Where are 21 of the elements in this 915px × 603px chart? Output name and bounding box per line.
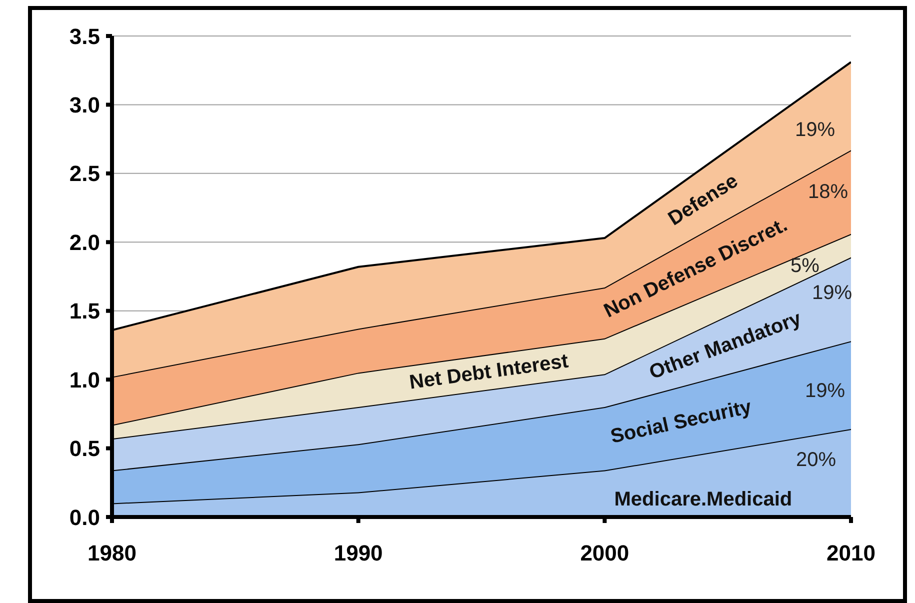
y-tick-label: 0.5 <box>69 436 100 462</box>
annotation: 19% <box>804 380 846 402</box>
annotation: 5% <box>790 255 820 277</box>
x-tick-label: 2000 <box>580 540 630 566</box>
annotation: 19% <box>794 119 836 141</box>
annotation: 19% <box>812 282 852 304</box>
y-tick-label: 1.0 <box>69 367 100 392</box>
y-tick-label: 2.0 <box>69 230 100 255</box>
x-tick-label: 2010 <box>826 540 876 566</box>
y-tick-label: 0.0 <box>69 504 100 530</box>
y-tick-label: 1.5 <box>69 298 100 324</box>
y-tick-label: 3.0 <box>69 92 100 118</box>
y-tick-label: 2.5 <box>69 161 100 186</box>
series-label: Net Debt Interest <box>408 350 570 394</box>
x-tick-label: 1980 <box>88 540 136 566</box>
series-label: Social Security <box>608 396 754 448</box>
x-tick-label: 1990 <box>334 540 383 566</box>
y-tick-label: 3.5 <box>69 24 100 49</box>
annotation: 20% <box>796 449 836 471</box>
series-label: Medicare.Medicaid <box>614 488 792 510</box>
annotation: 18% <box>808 181 848 203</box>
